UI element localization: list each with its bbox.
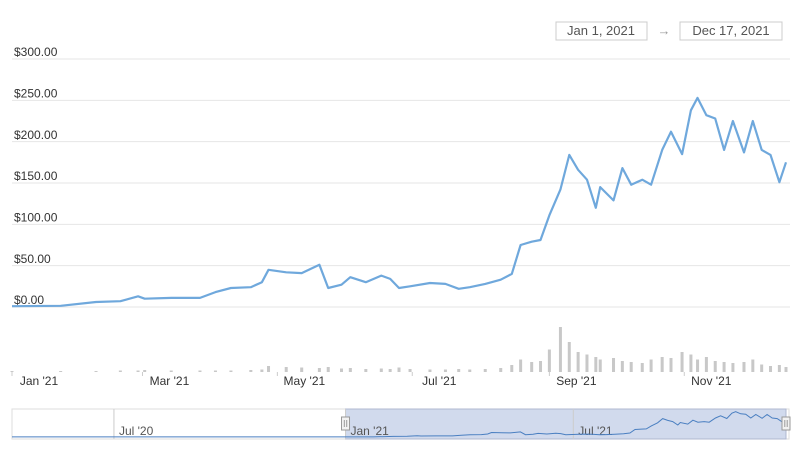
navigator-tick-label: Jul '21 [578,424,613,438]
volume-bar [760,364,764,372]
volume-bar [689,354,693,372]
volume-bar [388,369,392,372]
volume-bar [94,371,98,372]
volume-bar [660,357,664,372]
volume-bar [576,352,580,372]
volume-bar [669,358,673,372]
volume-bar [397,367,401,372]
volume-bar [499,368,503,372]
volume-bar [784,367,788,372]
volume-bar [143,370,147,372]
volume-bar [629,362,633,372]
volume-bar [260,369,264,372]
volume-bar [777,365,781,372]
volume-bar [510,365,514,372]
volume-bar [249,370,253,372]
volume-bar [364,369,368,372]
volume-bar [348,368,352,372]
volume-bar [443,369,447,372]
volume-bar [731,363,735,372]
volume-bar [457,369,461,372]
x-tick-label: Mar '21 [150,374,190,388]
volume-bar [118,370,122,372]
volume-bar [483,369,487,372]
price-line [11,96,788,308]
volume-bar [620,361,624,372]
volume-bar [558,327,562,372]
x-tick-label: Jul '21 [422,374,457,388]
x-tick-label: Nov '21 [691,374,732,388]
volume-bar [696,359,700,372]
volume-bar [530,362,534,372]
volume-bar [229,370,233,372]
y-tick-label: $300.00 [14,45,58,59]
range-end[interactable]: Dec 17, 2021 [692,23,769,38]
navigator-selection[interactable] [345,408,787,440]
volume-bar [59,371,63,372]
volume-bar [612,358,616,372]
x-tick-label: Jan '21 [20,374,59,388]
navigator-line [12,411,787,438]
volume-bar [640,363,644,372]
volume-bar [704,357,708,372]
volume-bar [598,359,602,372]
volume-bar [408,369,412,372]
volume-bar [567,342,571,372]
volume-bar [317,368,321,372]
volume-bar [136,370,140,372]
volume-bar [284,367,288,372]
volume-bar [713,361,717,372]
y-tick-label: $50.00 [14,252,51,266]
volume-bar [649,359,653,372]
volume-bar [428,369,432,372]
volume-bar [519,359,523,372]
volume-bar [547,349,551,372]
volume-bar [10,371,14,372]
volume-bar [267,366,271,372]
volume-bar [585,354,589,372]
volume-bar [539,361,543,372]
range-start[interactable]: Jan 1, 2021 [567,23,635,38]
range-end-input[interactable] [679,21,783,41]
range-start-input[interactable] [555,21,648,41]
volume-bar [300,367,304,372]
volume-bar [594,357,598,372]
volume-bar [169,370,173,372]
y-tick-label: $150.00 [14,169,58,183]
navigator-handle[interactable] [781,416,791,431]
x-tick-label: Sep '21 [556,374,597,388]
navigator-tick-label: Jan '21 [351,424,390,438]
navigator-handle[interactable] [341,416,351,431]
volume-bar [769,366,773,372]
volume-bar [751,359,755,372]
volume-bar [742,362,746,372]
volume-bar [379,368,383,372]
navigator-tick-label: Jul '20 [119,424,154,438]
volume-bar [198,370,202,372]
volume-bar [722,362,726,372]
volume-bar [468,369,472,372]
y-tick-label: $100.00 [14,211,58,225]
volume-bar [213,370,217,372]
range-separator: → [658,23,671,38]
y-tick-label: $200.00 [14,128,58,142]
y-tick-label: $0.00 [14,293,44,307]
x-tick-label: May '21 [284,374,326,388]
volume-bar [340,368,344,372]
y-tick-label: $250.00 [14,87,58,101]
volume-bar [326,367,330,372]
volume-bar [680,352,684,372]
